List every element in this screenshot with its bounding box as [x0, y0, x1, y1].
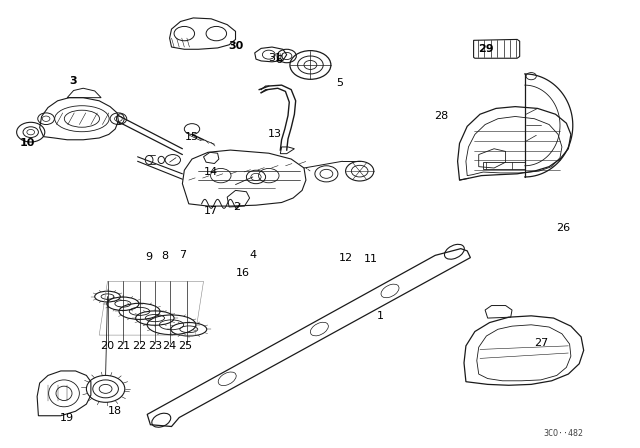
Text: 17: 17: [204, 206, 218, 215]
Text: 22: 22: [132, 341, 146, 351]
Text: 15: 15: [185, 132, 199, 142]
Text: 8: 8: [161, 251, 169, 261]
Text: 6: 6: [275, 56, 282, 65]
Text: 10: 10: [19, 138, 35, 148]
Text: 28: 28: [435, 112, 449, 121]
Text: 3: 3: [70, 76, 77, 86]
Text: 11: 11: [364, 254, 378, 264]
Ellipse shape: [145, 155, 153, 164]
Text: 18: 18: [108, 406, 122, 416]
Text: 4: 4: [249, 250, 257, 260]
Text: 31: 31: [268, 53, 282, 63]
Text: 16: 16: [236, 268, 250, 278]
Text: 14: 14: [204, 167, 218, 177]
Text: 27: 27: [534, 338, 548, 348]
Text: 12: 12: [339, 253, 353, 263]
Text: 21: 21: [116, 341, 130, 351]
Text: 5: 5: [336, 78, 342, 88]
Text: 30: 30: [228, 41, 243, 51]
Text: 13: 13: [268, 129, 282, 139]
Text: 7: 7: [179, 250, 186, 260]
Text: 24: 24: [163, 341, 177, 351]
Text: 26: 26: [556, 224, 570, 233]
Text: 3CO··482: 3CO··482: [543, 429, 583, 438]
Text: 29: 29: [479, 44, 494, 54]
Text: 9: 9: [145, 252, 152, 262]
Text: 1: 1: [378, 311, 384, 321]
Text: 23: 23: [148, 341, 162, 351]
Text: 20: 20: [100, 341, 115, 351]
Text: 2: 2: [233, 202, 241, 212]
Text: 25: 25: [179, 341, 193, 351]
Text: 19: 19: [60, 413, 74, 422]
